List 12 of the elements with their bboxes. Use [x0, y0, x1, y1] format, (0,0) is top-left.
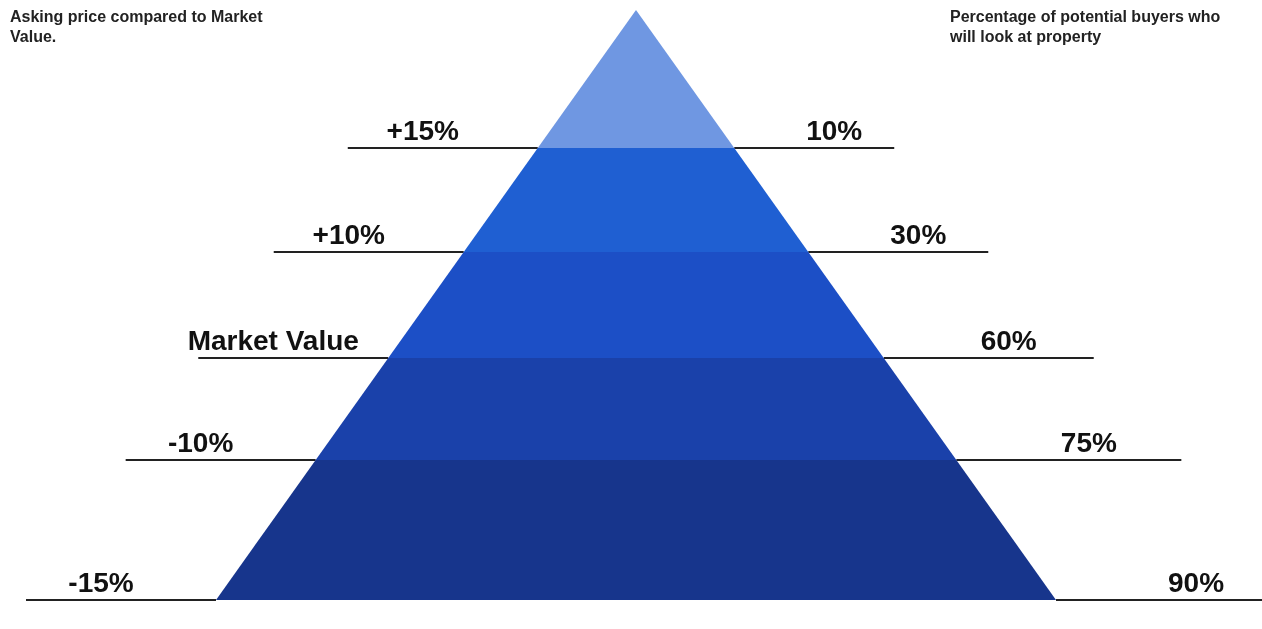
- category-label: +15%: [386, 114, 460, 146]
- category-label: -15%: [68, 566, 134, 598]
- data-label: 10%: [806, 114, 863, 146]
- data-label: 75%: [1060, 426, 1117, 458]
- text: Percentage of potential buyers who will look at property: [949, 7, 1225, 45]
- text: Asking price compared to Market Value.: [10, 7, 267, 45]
- category-label: Market Value: [187, 324, 359, 356]
- data-label: 90%: [1167, 566, 1225, 598]
- category-label: +10%: [312, 218, 386, 250]
- data-label: 60%: [980, 324, 1037, 356]
- data-label: 30%: [890, 218, 947, 250]
- category-label: -10%: [167, 426, 234, 458]
